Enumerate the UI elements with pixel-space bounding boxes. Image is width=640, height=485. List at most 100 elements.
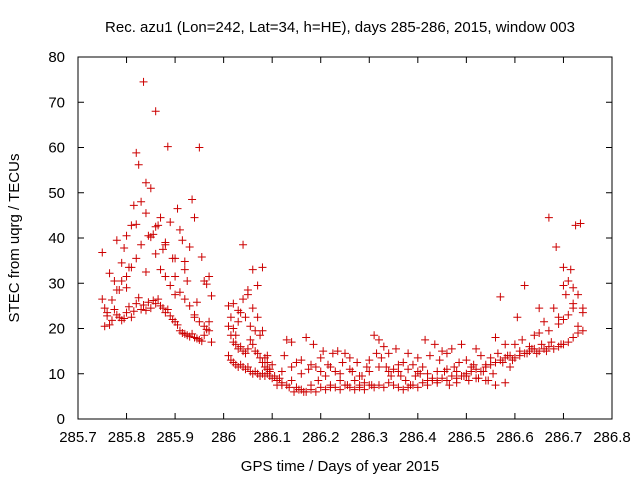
data-point (297, 385, 306, 394)
data-point (146, 233, 155, 242)
data-point (423, 381, 432, 390)
data-point (253, 313, 262, 322)
data-point (540, 344, 549, 353)
y-tick-label: 10 (48, 366, 65, 383)
data-point (574, 290, 583, 299)
data-point (151, 299, 160, 308)
data-point (472, 374, 481, 383)
data-point (122, 272, 131, 281)
data-point (253, 349, 262, 358)
data-point (141, 267, 150, 276)
data-point (438, 374, 447, 383)
data-point (229, 299, 238, 308)
data-point (178, 236, 187, 245)
x-tick-label: 285.8 (108, 429, 146, 446)
data-point (100, 322, 109, 331)
y-tick-label: 0 (57, 411, 65, 428)
x-tick-label: 285.9 (156, 429, 194, 446)
data-point (127, 263, 136, 272)
data-point (530, 331, 539, 340)
data-point (530, 344, 539, 353)
data-point (365, 356, 374, 365)
data-point (464, 376, 473, 385)
data-point (280, 351, 289, 360)
data-point (224, 301, 233, 310)
data-point (569, 333, 578, 342)
data-point (452, 374, 461, 383)
data-point (399, 358, 408, 367)
data-point (127, 221, 136, 230)
data-point (132, 148, 141, 157)
plot-frame (77, 56, 613, 420)
data-point (98, 248, 107, 257)
data-point (549, 304, 558, 313)
data-point (156, 265, 165, 274)
data-point (554, 319, 563, 328)
data-point (418, 362, 427, 371)
data-point (268, 374, 277, 383)
data-point (496, 292, 505, 301)
data-point (129, 307, 138, 316)
x-tick-label: 286.2 (302, 429, 340, 446)
data-point (180, 265, 189, 274)
data-point (372, 349, 381, 358)
data-point (520, 281, 529, 290)
data-point (134, 293, 143, 302)
data-point (515, 351, 524, 360)
data-point (253, 281, 262, 290)
data-point (197, 253, 206, 262)
data-point (234, 306, 243, 315)
data-point (452, 367, 461, 376)
data-point (287, 362, 296, 371)
data-point (496, 356, 505, 365)
data-point (433, 367, 442, 376)
data-point (248, 340, 257, 349)
x-tick-label: 286.5 (448, 429, 486, 446)
data-point (362, 362, 371, 371)
data-point (151, 249, 160, 258)
data-point (151, 107, 160, 116)
data-point (535, 347, 544, 356)
data-point (578, 326, 587, 335)
y-tick-label: 40 (48, 230, 65, 247)
data-point (302, 387, 311, 396)
data-point (124, 302, 133, 311)
data-point (418, 378, 427, 387)
data-point (336, 369, 345, 378)
data-point (345, 353, 354, 362)
data-point (374, 335, 383, 344)
y-tick-label: 30 (48, 275, 65, 292)
data-point (423, 369, 432, 378)
data-point (476, 367, 485, 376)
data-point (513, 313, 522, 322)
data-point (268, 360, 277, 369)
data-point (510, 353, 519, 362)
data-point (491, 381, 500, 390)
x-tick-label: 286.7 (545, 429, 583, 446)
data-point (336, 385, 345, 394)
data-point (413, 383, 422, 392)
data-point (307, 360, 316, 369)
data-point (256, 331, 265, 340)
data-point (321, 385, 330, 394)
data-point (234, 317, 243, 326)
data-point (173, 320, 182, 329)
x-tick-label: 286.1 (253, 429, 291, 446)
data-point (554, 313, 563, 322)
data-point (256, 353, 265, 362)
data-point (282, 381, 291, 390)
y-axis-label: STEC from uqrg / TECUs (6, 154, 23, 323)
data-point (273, 381, 282, 390)
data-point (287, 376, 296, 385)
data-point (122, 231, 131, 240)
data-point (389, 365, 398, 374)
data-point (462, 372, 471, 381)
data-point (120, 314, 129, 323)
data-point (472, 365, 481, 374)
data-point (433, 378, 442, 387)
data-point (236, 342, 245, 351)
data-point (321, 372, 330, 381)
data-point (435, 356, 444, 365)
data-point (365, 367, 374, 376)
data-point (411, 372, 420, 381)
